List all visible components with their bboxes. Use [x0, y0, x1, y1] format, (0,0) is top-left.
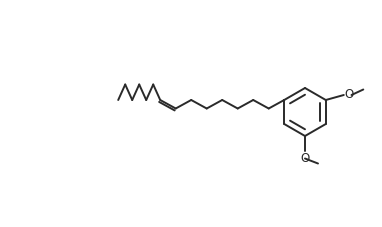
Text: O: O: [300, 151, 310, 165]
Text: O: O: [344, 89, 353, 101]
